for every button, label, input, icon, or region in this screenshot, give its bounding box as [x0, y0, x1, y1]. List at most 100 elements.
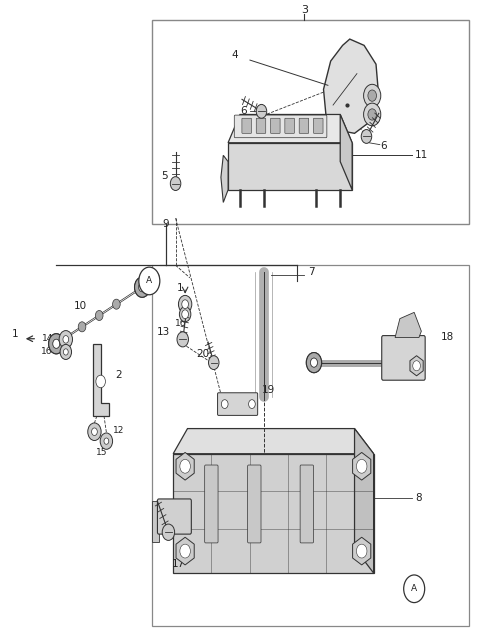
FancyBboxPatch shape	[271, 118, 280, 133]
Text: 14: 14	[42, 334, 53, 343]
Bar	[152, 20, 469, 225]
Polygon shape	[152, 501, 159, 541]
Polygon shape	[173, 428, 373, 454]
Circle shape	[249, 399, 255, 408]
Circle shape	[306, 353, 322, 373]
Circle shape	[182, 310, 189, 319]
FancyBboxPatch shape	[313, 118, 323, 133]
Text: 6: 6	[380, 141, 386, 151]
Text: 16: 16	[41, 348, 53, 357]
Text: 2: 2	[115, 370, 121, 380]
Text: 16: 16	[175, 319, 186, 327]
Text: 10: 10	[147, 273, 161, 283]
Circle shape	[60, 345, 72, 360]
Polygon shape	[353, 537, 371, 565]
Circle shape	[113, 299, 120, 309]
Circle shape	[208, 356, 219, 370]
Circle shape	[96, 310, 103, 321]
Circle shape	[180, 307, 191, 322]
Polygon shape	[395, 312, 421, 338]
FancyBboxPatch shape	[242, 118, 252, 133]
Polygon shape	[93, 344, 109, 416]
Polygon shape	[228, 143, 352, 190]
Text: 18: 18	[441, 333, 454, 343]
FancyBboxPatch shape	[300, 465, 313, 543]
Polygon shape	[324, 39, 378, 133]
Polygon shape	[176, 537, 194, 565]
Circle shape	[413, 361, 420, 371]
FancyBboxPatch shape	[248, 465, 261, 543]
Text: 15: 15	[96, 448, 108, 457]
Circle shape	[96, 375, 106, 387]
Text: 1: 1	[177, 283, 184, 293]
Circle shape	[368, 109, 376, 120]
Circle shape	[364, 85, 381, 107]
Circle shape	[180, 544, 191, 558]
FancyBboxPatch shape	[204, 465, 218, 543]
Circle shape	[361, 129, 372, 143]
Polygon shape	[410, 356, 423, 376]
FancyBboxPatch shape	[157, 499, 192, 534]
Circle shape	[180, 459, 191, 473]
FancyBboxPatch shape	[382, 336, 425, 380]
Text: A: A	[146, 276, 152, 285]
Circle shape	[59, 331, 72, 348]
Text: 20: 20	[196, 350, 209, 360]
Text: 12: 12	[113, 426, 124, 435]
Polygon shape	[173, 454, 373, 573]
Circle shape	[48, 334, 64, 354]
Circle shape	[53, 339, 60, 348]
Circle shape	[182, 300, 189, 309]
FancyBboxPatch shape	[299, 118, 309, 133]
Circle shape	[139, 283, 145, 292]
Circle shape	[368, 90, 376, 102]
Circle shape	[311, 358, 317, 367]
Polygon shape	[221, 155, 228, 203]
FancyBboxPatch shape	[234, 115, 327, 138]
Circle shape	[177, 332, 189, 347]
Circle shape	[221, 399, 228, 408]
Text: 9: 9	[163, 220, 169, 230]
Text: 17: 17	[171, 558, 185, 569]
Text: 4: 4	[232, 50, 239, 60]
Text: A: A	[411, 584, 417, 593]
Circle shape	[63, 336, 69, 343]
Text: 13: 13	[156, 327, 170, 338]
Circle shape	[364, 103, 381, 126]
Polygon shape	[176, 452, 194, 480]
Bar	[152, 265, 469, 627]
Circle shape	[88, 423, 101, 440]
Circle shape	[92, 428, 97, 435]
FancyBboxPatch shape	[256, 118, 266, 133]
Circle shape	[306, 353, 322, 373]
Circle shape	[139, 283, 145, 292]
Text: 19: 19	[262, 385, 275, 394]
Text: 5: 5	[161, 171, 168, 181]
Text: 10: 10	[73, 301, 87, 311]
Circle shape	[104, 438, 109, 444]
Polygon shape	[228, 114, 352, 143]
Circle shape	[357, 459, 367, 473]
Text: 11: 11	[415, 150, 428, 160]
Circle shape	[53, 339, 60, 348]
Circle shape	[256, 104, 267, 118]
Polygon shape	[355, 428, 373, 573]
Circle shape	[357, 544, 367, 558]
Circle shape	[134, 277, 150, 297]
Text: 1: 1	[12, 329, 18, 339]
Circle shape	[139, 267, 160, 295]
Circle shape	[48, 334, 64, 354]
Text: 6: 6	[240, 107, 247, 116]
Circle shape	[162, 524, 175, 540]
FancyBboxPatch shape	[217, 392, 258, 415]
Circle shape	[100, 433, 113, 449]
Circle shape	[170, 177, 181, 191]
FancyBboxPatch shape	[285, 118, 294, 133]
Circle shape	[311, 358, 317, 367]
Circle shape	[134, 277, 150, 297]
Circle shape	[179, 295, 192, 313]
Text: 3: 3	[301, 4, 308, 15]
Circle shape	[63, 349, 68, 355]
Text: 7: 7	[308, 266, 315, 276]
Polygon shape	[353, 452, 371, 480]
